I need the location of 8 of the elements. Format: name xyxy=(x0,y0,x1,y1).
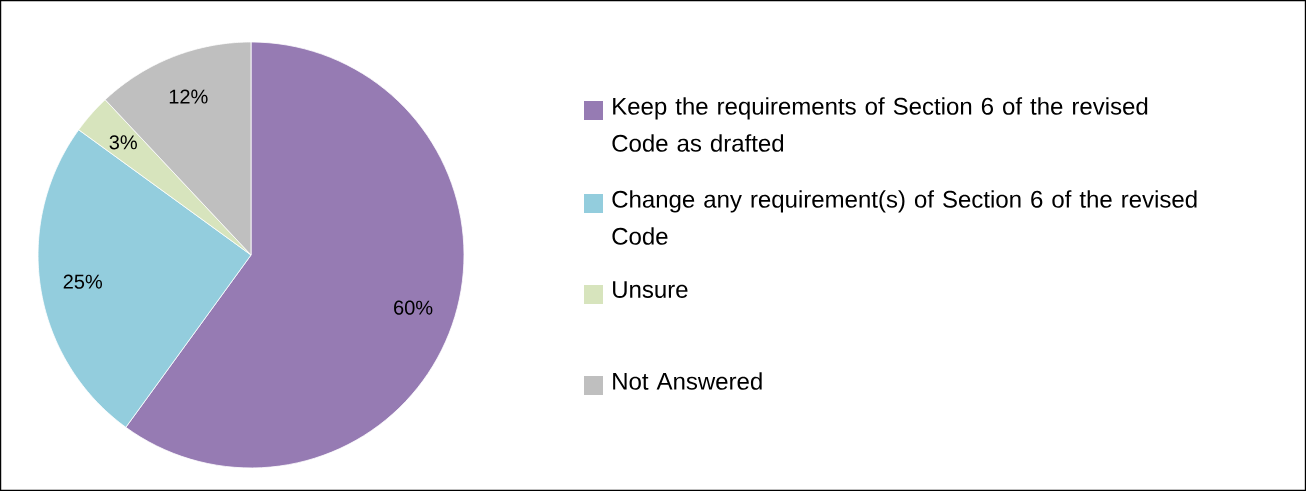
data-label: 60% xyxy=(394,300,433,315)
data-label: 12% xyxy=(169,89,208,104)
legend-label: Not Answered xyxy=(613,372,762,390)
legend-label: Keep the requirements of Section 6 of the revised Code as drafted xyxy=(612,97,1148,152)
data-label: 25% xyxy=(63,274,103,289)
legend-label: Change any requirement(s) of Section 6 of the revised Code xyxy=(612,190,1197,245)
legend-label: Unsure xyxy=(613,281,688,298)
data-label: 3% xyxy=(109,135,137,150)
